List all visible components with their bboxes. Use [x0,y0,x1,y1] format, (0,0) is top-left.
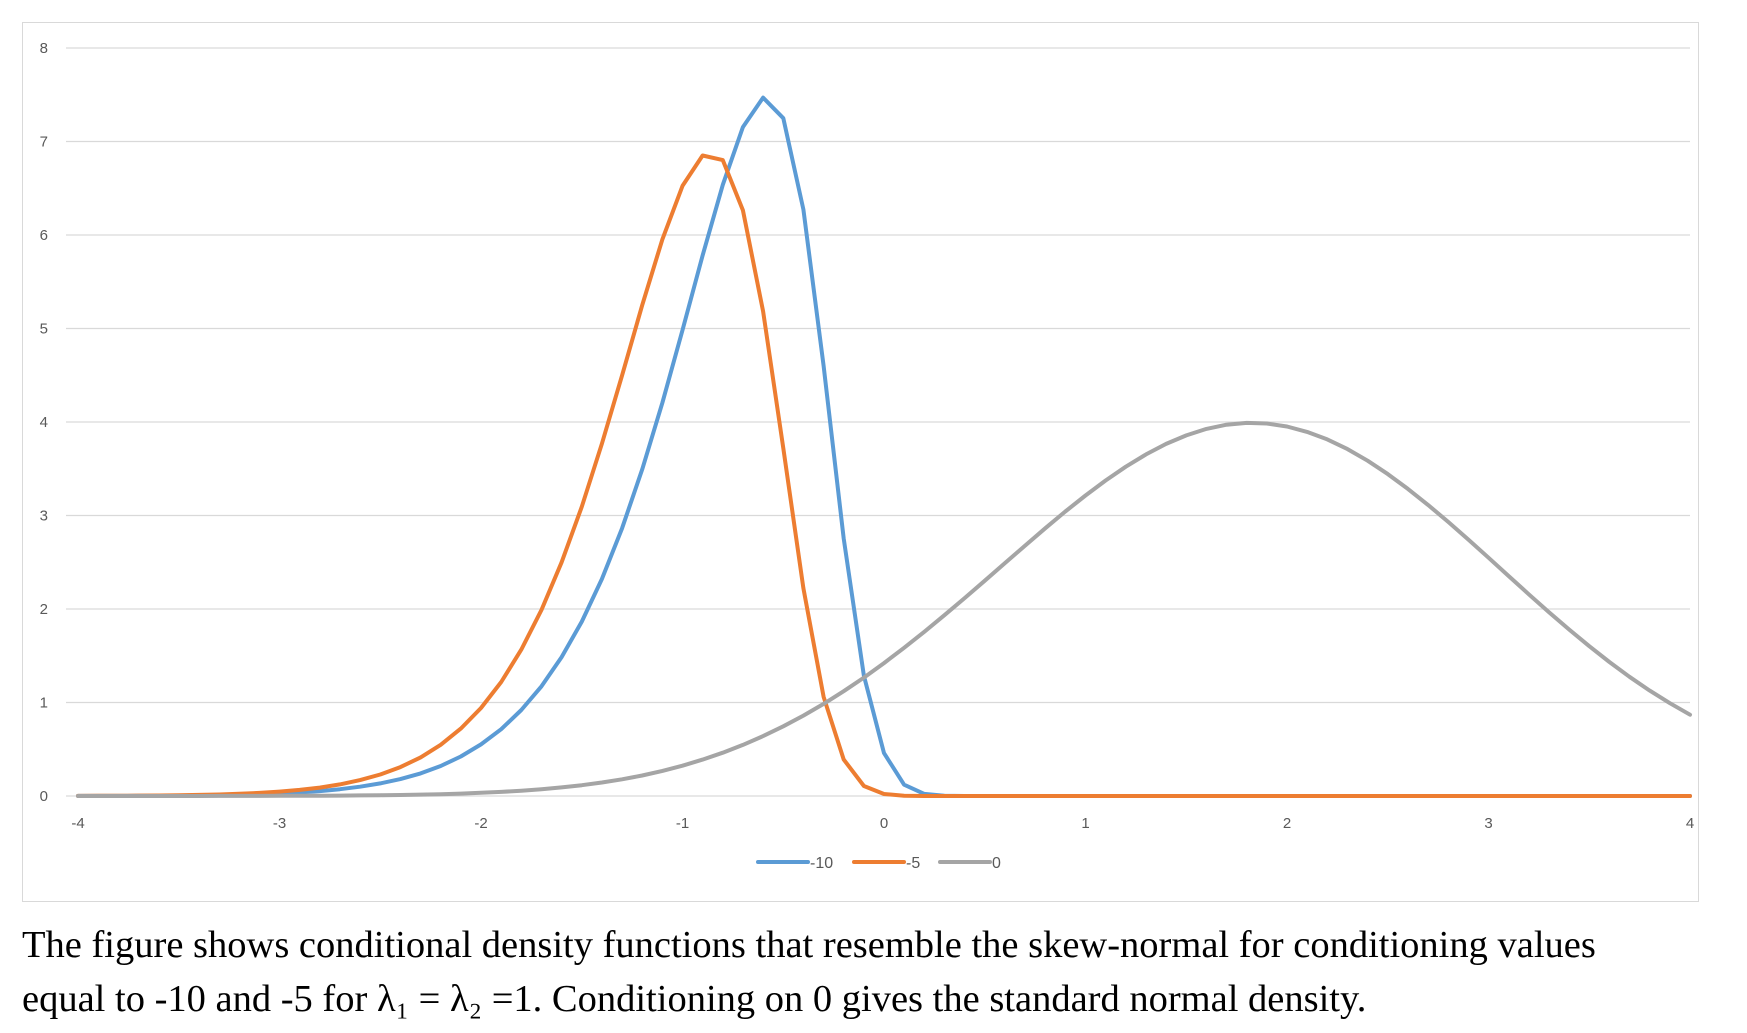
chart-frame [22,22,1699,902]
y-tick-label: 6 [40,227,48,244]
y-tick-label: 5 [40,321,48,338]
legend-label-0: 0 [992,855,1001,872]
caption-line-1: The figure shows conditional density fun… [22,924,1596,966]
y-tick-label: 3 [40,508,48,525]
y-tick-label: 7 [40,134,48,151]
x-tick-label: 2 [1283,815,1291,832]
x-tick-label: 3 [1484,815,1492,832]
x-tick-label: -2 [474,815,487,832]
x-tick-label: 1 [1081,815,1089,832]
caption-line-2: equal to -10 and -5 for λ₁ = λ₂ =1. Cond… [22,978,1367,1020]
series-line--10 [76,95,1692,798]
x-tick-label: 4 [1686,815,1694,832]
series-line--5 [76,153,1692,798]
x-tick-label: 0 [880,815,888,832]
legend-label--10: -10 [810,855,833,872]
x-tick-label: -4 [71,815,84,832]
legend: -10 -5 0 [756,855,1001,872]
y-tick-label: 4 [40,414,48,431]
legend-label--5: -5 [906,855,920,872]
figure-caption: The figure shows conditional density fun… [22,918,1737,1026]
x-axis-ticks: -4 -3 -2 -1 0 1 2 3 4 [71,815,1694,832]
y-tick-label: 1 [40,695,48,712]
y-axis-ticks: 0 1 2 3 4 5 6 7 8 [40,40,48,805]
y-tick-label: 0 [40,788,48,805]
x-tick-label: -3 [273,815,286,832]
series-line-0 [76,420,1692,798]
y-tick-label: 8 [40,40,48,57]
gridlines [66,47,1690,797]
x-tick-label: -1 [676,815,689,832]
series-lines [76,95,1692,798]
y-tick-label: 2 [40,601,48,618]
